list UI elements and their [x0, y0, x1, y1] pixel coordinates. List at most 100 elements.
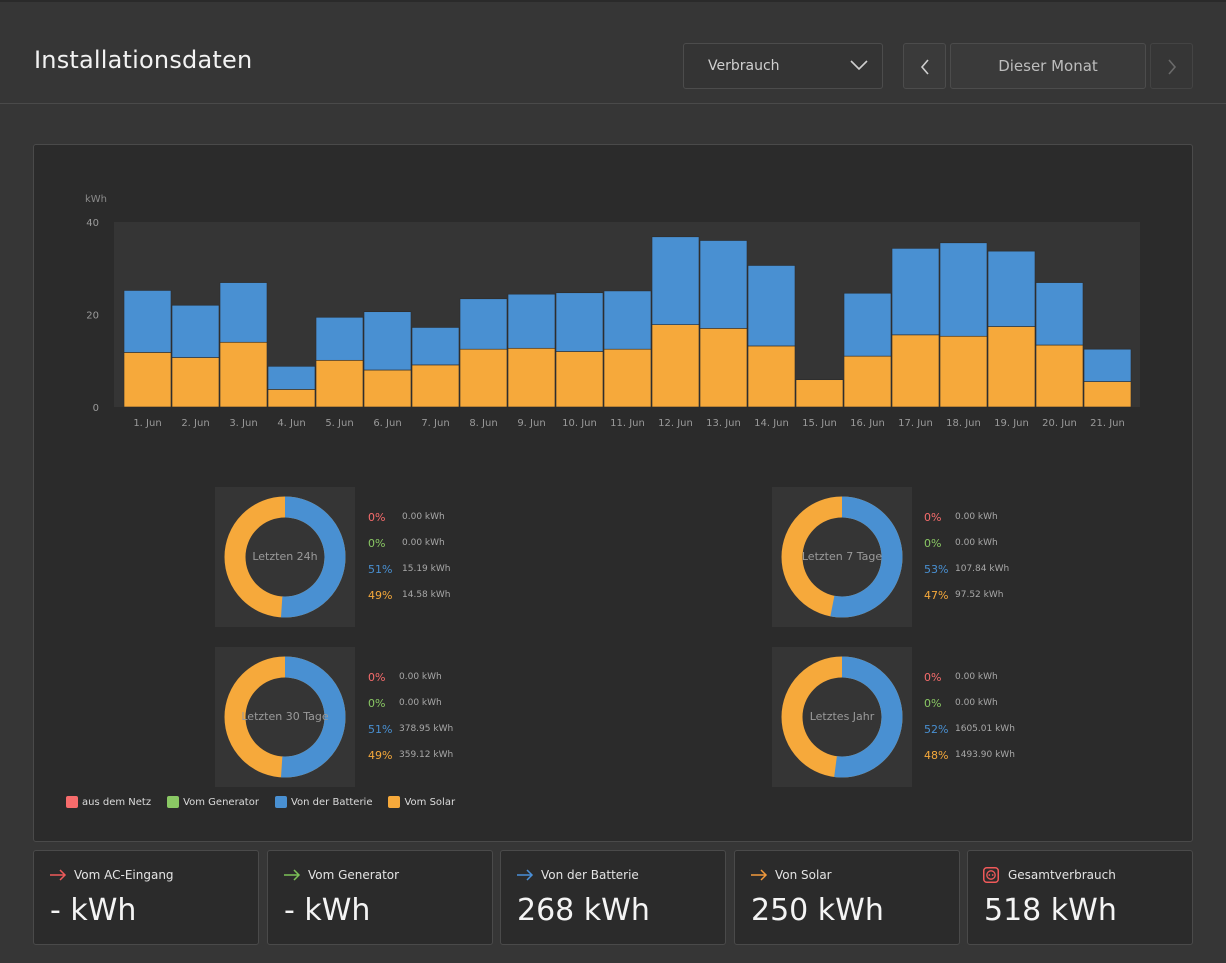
card-battery: Von der Batterie 268 kWh	[500, 850, 726, 945]
y-tick-label: 20	[86, 311, 99, 322]
stat-kwh: 107.84 kWh	[955, 564, 1010, 574]
y-axis-label: kWh	[85, 194, 107, 205]
bar-segment[interactable]	[747, 265, 796, 347]
legend-swatch	[167, 796, 180, 808]
donut-center-label: Letzten 7 Tage	[801, 550, 883, 563]
bar-segment[interactable]	[1083, 381, 1132, 408]
stat-percent: 0%	[924, 511, 942, 524]
bar-segment[interactable]	[363, 311, 412, 371]
view-select[interactable]: Verbrauch	[683, 43, 883, 89]
bar-segment[interactable]	[891, 334, 940, 408]
legend-swatch	[274, 796, 287, 808]
bar-segment[interactable]	[651, 324, 700, 408]
card-value: 268 kWh	[517, 893, 650, 928]
legend-item-solar[interactable]: Vom Solar	[388, 796, 455, 808]
donut-battery-slice[interactable]	[781, 496, 903, 618]
bar-segment[interactable]	[891, 248, 940, 336]
x-tick-label: 6. Jun	[373, 418, 401, 429]
period-label: Dieser Monat	[998, 57, 1098, 75]
card-value: 518 kWh	[984, 893, 1117, 928]
x-tick-label: 20. Jun	[1042, 418, 1077, 429]
legend-label: Von der Batterie	[290, 796, 373, 808]
bar-segment[interactable]	[219, 341, 268, 408]
card-label: Von Solar	[775, 868, 832, 882]
x-tick-label: 7. Jun	[421, 418, 449, 429]
stat-percent: 0%	[924, 697, 942, 710]
legend-item-battery[interactable]: Von der Batterie	[274, 796, 373, 808]
chevron-right-icon	[1168, 59, 1177, 75]
donut-chart	[224, 656, 346, 778]
bar-segment[interactable]	[315, 359, 364, 408]
stat-kwh: 97.52 kWh	[955, 590, 1004, 600]
x-tick-label: 4. Jun	[277, 418, 305, 429]
bar-segment[interactable]	[459, 348, 508, 408]
legend-swatch	[388, 796, 401, 808]
chevron-left-icon	[920, 59, 929, 75]
bar-segment[interactable]	[123, 290, 172, 353]
donut-battery-slice[interactable]	[224, 496, 346, 618]
legend-label: aus dem Netz	[82, 796, 152, 808]
consumption-panel: kWh 0 20 40 1. Jun 2. Jun 3. Jun 4. Jun 5. Jun 6.…	[33, 144, 1193, 842]
bar-segment[interactable]	[651, 236, 700, 325]
x-tick-label: 12. Jun	[658, 418, 693, 429]
x-tick-label: 5. Jun	[325, 418, 353, 429]
bar-segment[interactable]	[555, 292, 604, 352]
donut-chart	[224, 496, 346, 618]
bar-segment[interactable]	[459, 298, 508, 350]
bar-segment[interactable]	[411, 327, 460, 366]
bar-segment[interactable]	[795, 379, 844, 408]
stat-kwh: 1493.90 kWh	[955, 750, 1015, 760]
stat-percent: 0%	[924, 537, 942, 550]
bar-segment[interactable]	[315, 316, 364, 361]
bar-segment[interactable]	[267, 366, 316, 390]
card-value: - kWh	[50, 893, 137, 928]
donut-battery-slice[interactable]	[781, 656, 903, 778]
chart-legend: aus dem Netz Vom Generator Von der Batte…	[66, 796, 455, 808]
bar-segment[interactable]	[1035, 282, 1084, 346]
bar-segment[interactable]	[507, 347, 556, 408]
bar-segment[interactable]	[939, 335, 988, 408]
legend-label: Vom Solar	[404, 796, 456, 808]
bar-segment[interactable]	[507, 293, 556, 349]
previous-period-button[interactable]	[903, 43, 946, 89]
donut-last-30-days: Letzten 30 Tage	[215, 647, 355, 787]
bar-segment[interactable]	[1083, 348, 1132, 382]
x-tick-label: 15. Jun	[802, 418, 837, 429]
bar-segment[interactable]	[603, 348, 652, 408]
page-title: Installationsdaten	[34, 46, 253, 74]
bar-segment[interactable]	[171, 304, 220, 358]
bar-segment[interactable]	[699, 240, 748, 329]
stat-percent: 0%	[368, 697, 386, 710]
bar-segment[interactable]	[987, 250, 1036, 327]
next-period-button[interactable]	[1150, 43, 1193, 89]
bar-segment[interactable]	[747, 345, 796, 408]
y-tick-label: 40	[86, 218, 99, 229]
bar-segment[interactable]	[363, 369, 412, 408]
chevron-down-icon	[850, 60, 868, 71]
period-button[interactable]: Dieser Monat	[950, 43, 1146, 89]
bar-segment[interactable]	[1035, 344, 1084, 408]
donut-chart	[781, 656, 903, 778]
donut-center-label: Letztes Jahr	[809, 710, 875, 723]
bar-segment[interactable]	[411, 364, 460, 408]
bar-segment[interactable]	[171, 357, 220, 408]
bar-segment[interactable]	[123, 352, 172, 408]
legend-item-grid[interactable]: aus dem Netz	[66, 796, 151, 808]
bar-segment[interactable]	[555, 351, 604, 408]
bar-segment[interactable]	[939, 242, 988, 337]
stat-kwh: 14.58 kWh	[402, 590, 451, 600]
legend-item-generator[interactable]: Vom Generator	[167, 796, 259, 808]
bar-segment[interactable]	[843, 292, 892, 357]
bar-segment[interactable]	[987, 326, 1036, 408]
stat-percent: 49%	[368, 749, 393, 762]
x-tick-label: 16. Jun	[850, 418, 885, 429]
x-tick-label: 8. Jun	[469, 418, 497, 429]
page-header: Installationsdaten Verbrauch Dieser Mona…	[0, 2, 1226, 104]
bar-segment[interactable]	[699, 328, 748, 408]
donut-battery-slice[interactable]	[224, 656, 346, 778]
x-tick-label: 19. Jun	[994, 418, 1029, 429]
bar-segment[interactable]	[219, 282, 268, 343]
bar-segment[interactable]	[603, 290, 652, 350]
bar-segment[interactable]	[267, 389, 316, 408]
bar-segment[interactable]	[843, 355, 892, 408]
